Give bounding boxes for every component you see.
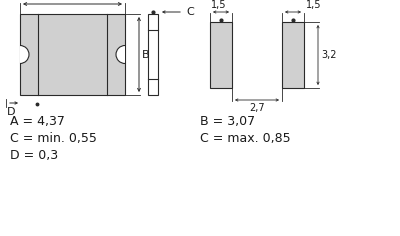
Text: B: B — [142, 50, 150, 59]
Bar — [148, 14, 158, 95]
Text: 1,5: 1,5 — [211, 0, 226, 10]
Text: B = 3,07: B = 3,07 — [200, 115, 255, 128]
Text: 1,5: 1,5 — [306, 0, 322, 10]
Wedge shape — [20, 46, 29, 63]
Text: A: A — [69, 0, 76, 1]
Text: C = max. 0,85: C = max. 0,85 — [200, 132, 291, 145]
Text: 3,2: 3,2 — [321, 50, 336, 60]
Bar — [20, 14, 125, 95]
Text: D = 0,3: D = 0,3 — [10, 149, 58, 162]
Bar — [210, 22, 232, 88]
Text: C: C — [186, 7, 194, 17]
Bar — [282, 22, 304, 88]
Text: C = min. 0,55: C = min. 0,55 — [10, 132, 97, 145]
Wedge shape — [116, 46, 125, 63]
Text: 2,7: 2,7 — [249, 103, 265, 113]
Text: A = 4,37: A = 4,37 — [10, 115, 65, 128]
Text: D: D — [7, 107, 16, 117]
